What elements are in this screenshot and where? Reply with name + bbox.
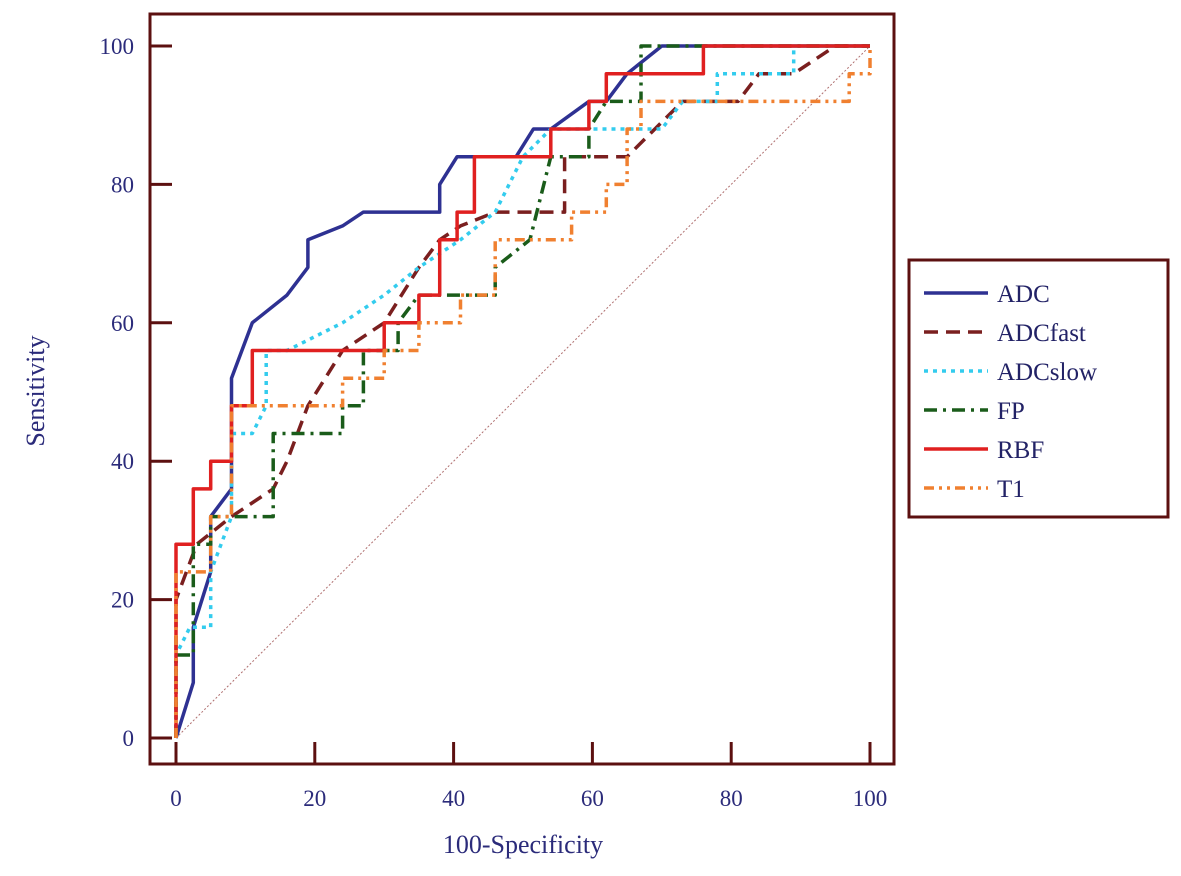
x-tick-label: 60 xyxy=(581,786,604,811)
x-tick-label: 40 xyxy=(442,786,465,811)
x-tick-label: 100 xyxy=(853,786,888,811)
legend-label-t1: T1 xyxy=(997,476,1025,503)
x-tick-label: 20 xyxy=(303,786,326,811)
series-line-rbf xyxy=(174,44,870,738)
y-axis-title: Sensitivity xyxy=(21,335,50,446)
plot-frame xyxy=(148,12,896,766)
series-line-t1 xyxy=(174,46,872,738)
x-axis-title: 100-Specificity xyxy=(443,830,603,859)
y-tick-label: 80 xyxy=(111,172,134,197)
y-tick-label: 100 xyxy=(100,34,135,59)
legend: ADC ADCfast ADCslow FP RBF T1 xyxy=(924,281,1097,503)
legend-label-rbf: RBF xyxy=(997,437,1044,464)
series-line-fp xyxy=(174,44,870,738)
y-tick-label: 0 xyxy=(123,726,135,751)
legend-label-adcfast: ADCfast xyxy=(997,320,1086,347)
reference-diagonal xyxy=(175,45,871,739)
x-tick-label: 0 xyxy=(170,786,182,811)
y-tick-label: 20 xyxy=(111,588,134,613)
legend-label-fp: FP xyxy=(997,398,1025,425)
reference-line-group xyxy=(175,45,871,739)
legend-box xyxy=(907,258,1170,519)
legend-label-adcslow: ADCslow xyxy=(997,359,1097,386)
y-tick-label: 60 xyxy=(111,311,134,336)
y-tick-label: 40 xyxy=(111,449,134,474)
legend-label-adc: ADC xyxy=(997,281,1050,308)
series-line-adcslow xyxy=(174,44,870,738)
axis-ticks: 0 20 40 60 80 100 0 20 40 60 80 100 xyxy=(100,34,888,811)
x-tick-label: 80 xyxy=(720,786,743,811)
roc-curves xyxy=(174,44,872,739)
